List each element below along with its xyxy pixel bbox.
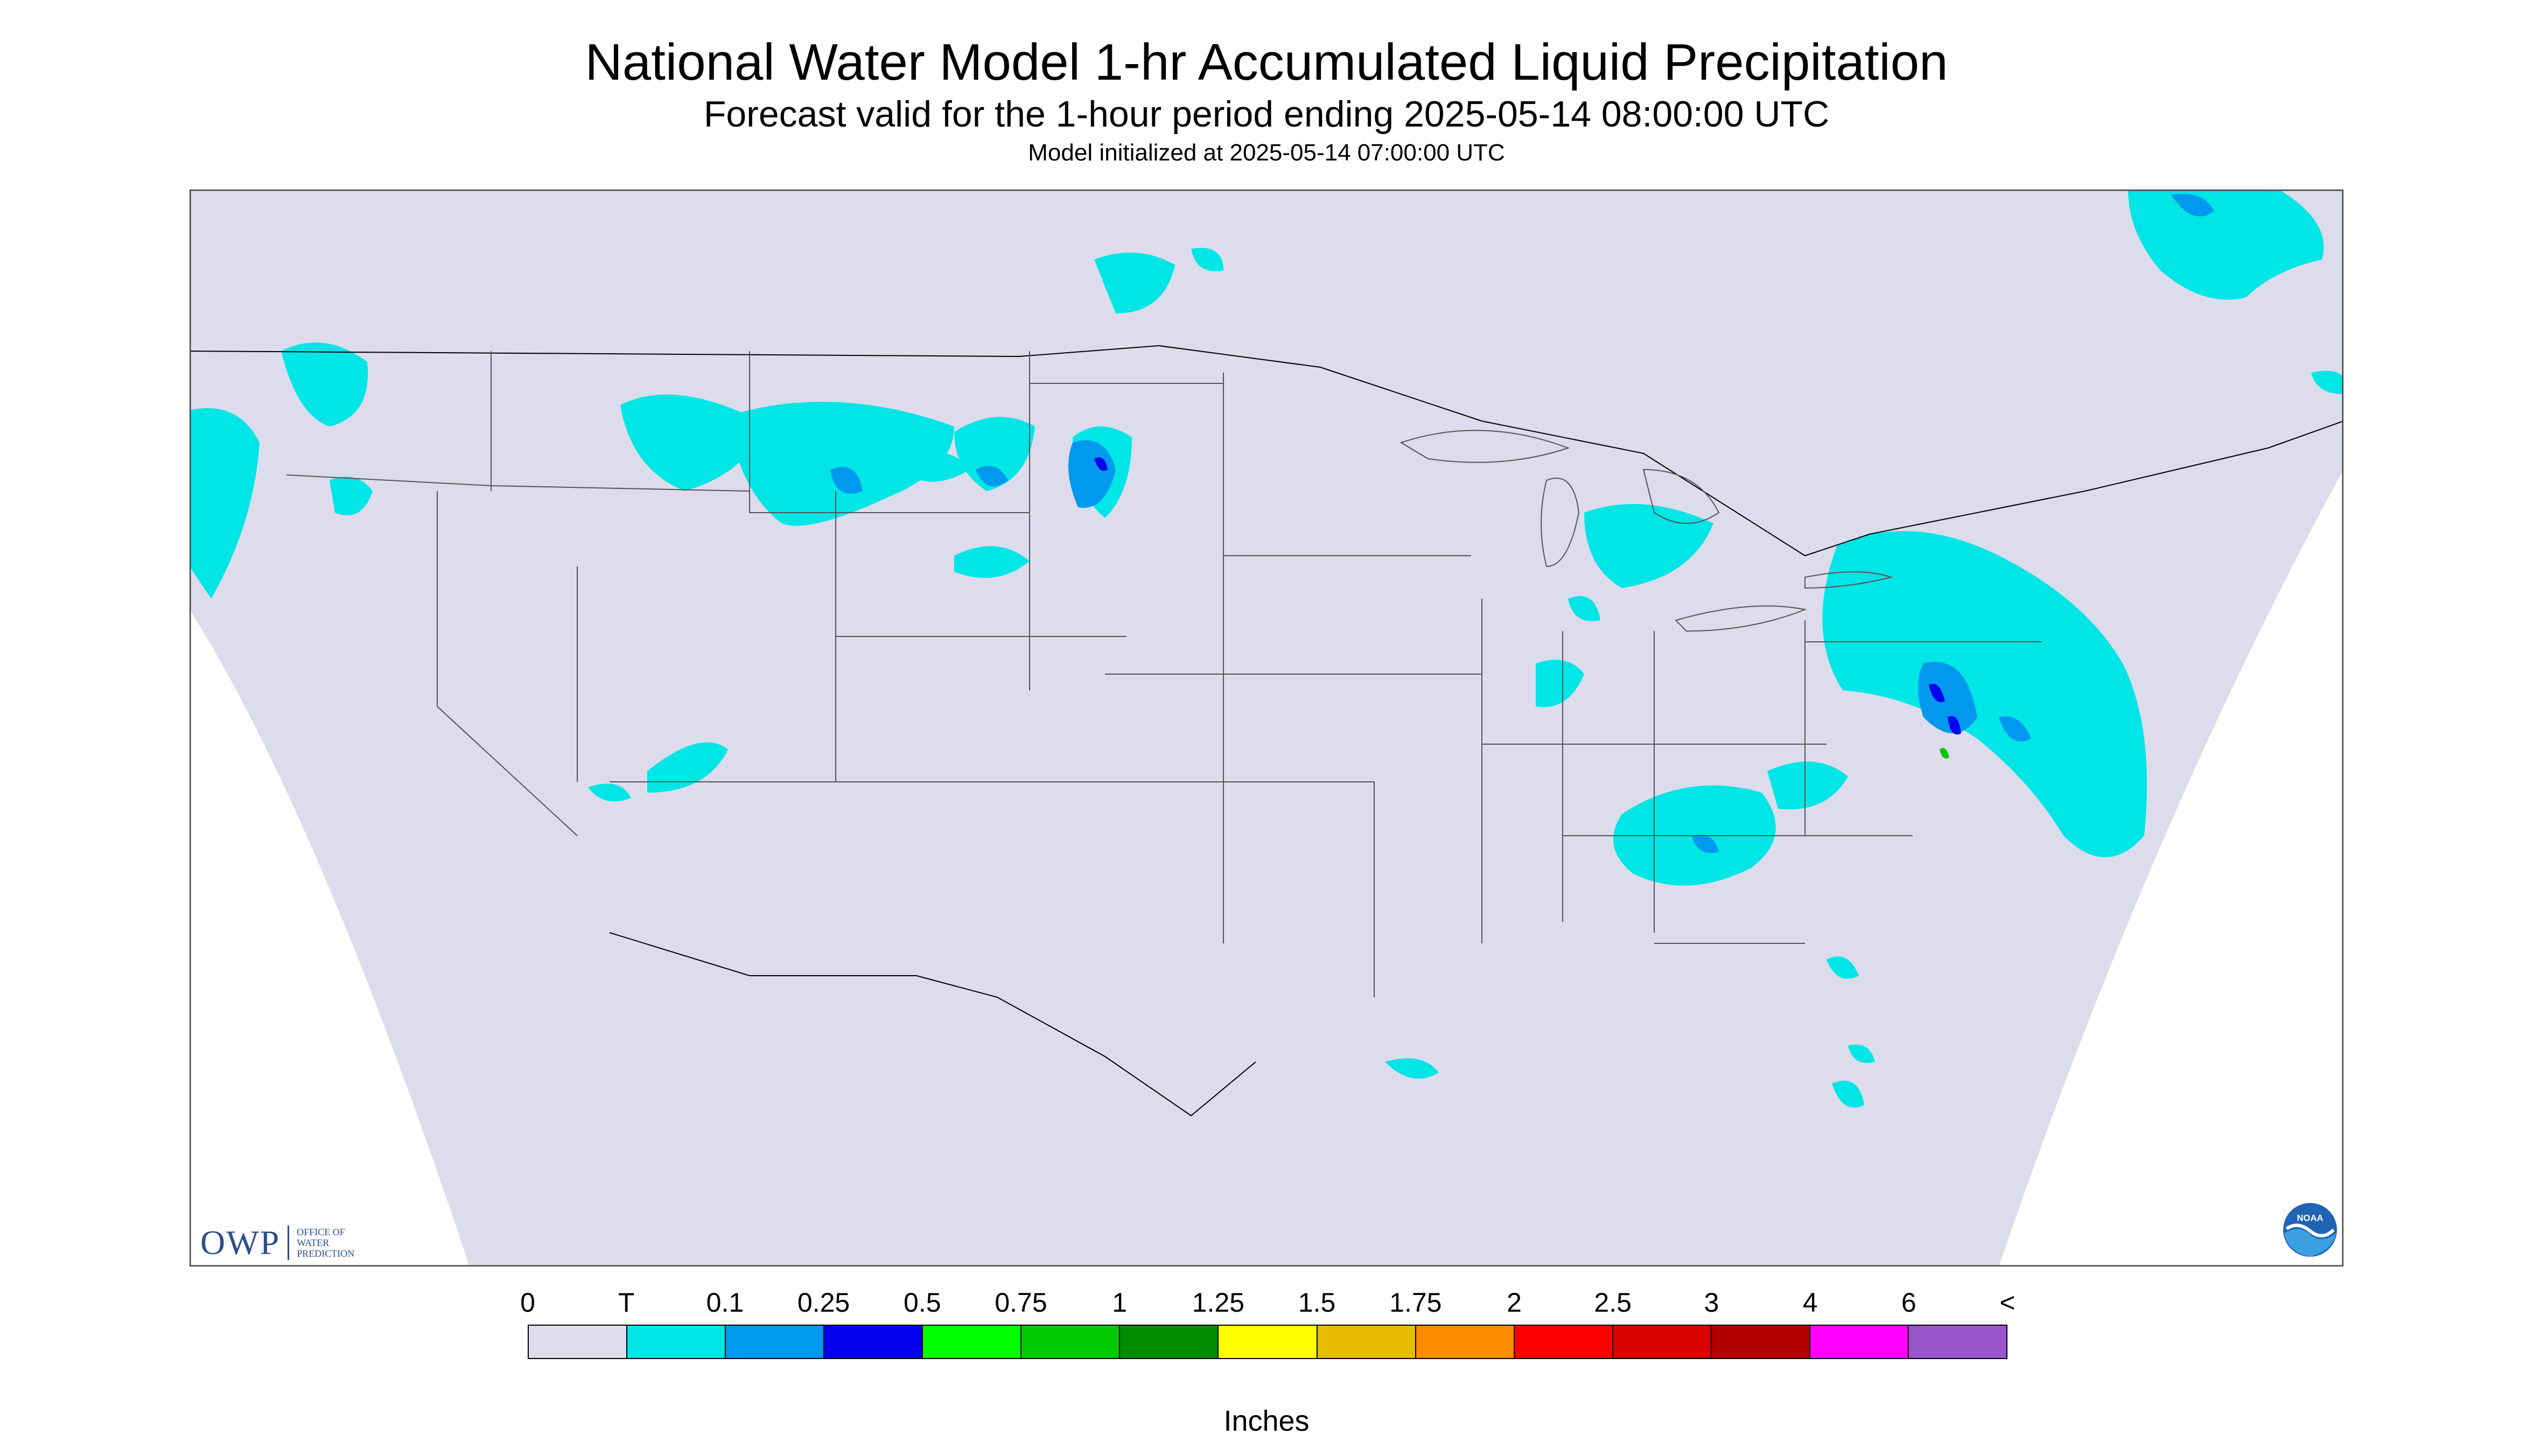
legend-label: 0.1 [706, 1287, 744, 1318]
state-boundaries [286, 351, 2042, 997]
legend-label: 1.75 [1389, 1287, 1442, 1318]
legend-swatch [824, 1326, 923, 1358]
legend-label: 2 [1507, 1287, 1522, 1318]
legend-label: < [1999, 1287, 2016, 1318]
legend-swatch [1711, 1326, 1810, 1358]
precip-light-areas [830, 194, 2214, 853]
owp-logo-text: OWP [200, 1223, 281, 1262]
noaa-logo: NOAA [2283, 1203, 2337, 1257]
legend-swatch [1908, 1326, 2006, 1358]
map-subtitle: Forecast valid for the 1-hour period end… [703, 94, 1830, 135]
map-title: National Water Model 1-hr Accumulated Li… [585, 33, 1948, 91]
legend-labels: 0 T 0.1 0.25 0.5 0.75 1 1.25 1.5 1.75 2 2.5 3 4 6 < [520, 1287, 2016, 1325]
legend-label: 6 [1901, 1287, 1916, 1318]
precipitation-legend: 0 T 0.1 0.25 0.5 0.75 1 1.25 1.5 1.75 2 2.5 3 4 6 < [520, 1287, 2016, 1359]
precipitation-map: OWP Office of Water Prediction NOAA [190, 190, 2343, 1266]
owp-logo: OWP Office of Water Prediction [200, 1221, 367, 1264]
owp-logo-subtext: Office of Water Prediction [297, 1227, 355, 1259]
owp-logo-divider [288, 1226, 290, 1260]
legend-swatch [923, 1326, 1022, 1358]
great-lakes [1400, 430, 1893, 632]
legend-swatch [1613, 1326, 1712, 1358]
legend-color-bar [528, 1325, 2007, 1359]
legend-label: 3 [1704, 1287, 1719, 1318]
legend-swatch [627, 1326, 726, 1358]
model-init-time: Model initialized at 2025-05-14 07:00:00… [1028, 139, 1505, 166]
legend-swatch [1416, 1326, 1515, 1358]
legend-swatch [1219, 1326, 1318, 1358]
map-border [190, 190, 2343, 1266]
legend-label: 2.5 [1594, 1287, 1632, 1318]
legend-label: 0 [520, 1287, 535, 1318]
legend-swatch [529, 1326, 628, 1358]
legend-label: 4 [1802, 1287, 1818, 1318]
precip-heavy-areas [1940, 748, 1949, 759]
legend-label: 0.25 [797, 1287, 850, 1318]
noaa-logo-text: NOAA [2297, 1213, 2324, 1223]
legend-swatch [1120, 1326, 1219, 1358]
country-boundaries [190, 345, 2343, 1117]
legend-label: 1.5 [1298, 1287, 1336, 1318]
legend-swatch [1514, 1326, 1613, 1358]
legend-label: 0.5 [904, 1287, 941, 1318]
legend-label: 1 [1112, 1287, 1128, 1318]
legend-swatch [1810, 1326, 1909, 1358]
legend-label: 0.75 [995, 1287, 1047, 1318]
legend-label: T [618, 1287, 635, 1318]
legend-swatch [726, 1326, 825, 1358]
precip-moderate-areas [1094, 457, 1961, 734]
legend-units-label: Inches [1223, 1405, 1310, 1437]
legend-swatch [1021, 1326, 1121, 1358]
legend-swatch [1317, 1326, 1416, 1358]
legend-label: 1.25 [1192, 1287, 1245, 1318]
